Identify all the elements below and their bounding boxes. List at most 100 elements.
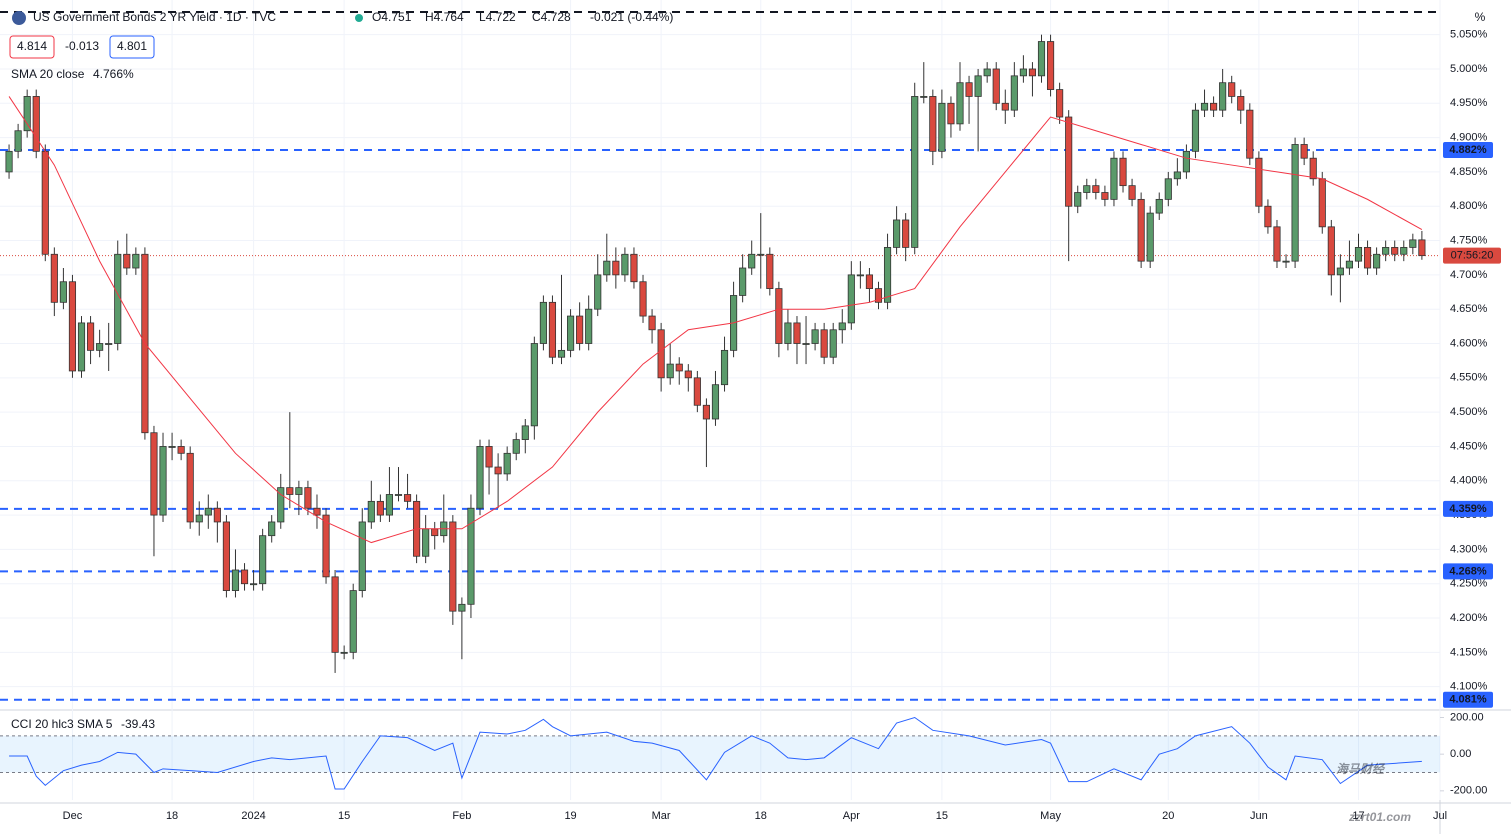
candle-body bbox=[349, 590, 357, 653]
candle-body bbox=[1418, 239, 1426, 257]
candle-body bbox=[1074, 192, 1082, 207]
candle-body bbox=[530, 343, 538, 427]
plot-area: 4.882% 4.359% 4.268% 4.081% 07:56:20 200.00 0.… bbox=[0, 11, 1501, 797]
candle-body bbox=[847, 274, 855, 324]
candle-body bbox=[720, 349, 729, 386]
candle-body bbox=[1146, 212, 1154, 262]
y-tick-label: 4.600% bbox=[1450, 337, 1488, 349]
x-tick-label: Jun bbox=[1250, 810, 1268, 822]
candle-body bbox=[1237, 96, 1245, 111]
x-tick-label: 19 bbox=[564, 810, 576, 822]
candle-body bbox=[838, 322, 846, 331]
candle-body bbox=[268, 521, 276, 537]
candle-body bbox=[494, 466, 502, 475]
candle-body bbox=[1264, 205, 1272, 228]
candle-body bbox=[1028, 68, 1037, 77]
y-tick-label: 4.300% bbox=[1450, 543, 1488, 555]
candle-body bbox=[1101, 192, 1109, 200]
candle-body bbox=[693, 377, 701, 406]
candle-body bbox=[340, 651, 348, 654]
y-tick-label: 5.000% bbox=[1450, 63, 1488, 75]
candle-body bbox=[277, 487, 285, 523]
candle-body bbox=[1373, 253, 1381, 269]
watermark-brand: 海马财经 bbox=[1336, 762, 1386, 776]
candle-body bbox=[358, 521, 366, 591]
candle-body bbox=[1327, 226, 1335, 276]
candle-body bbox=[1219, 82, 1227, 111]
percent-toggle[interactable]: % bbox=[1475, 10, 1486, 24]
sma-line bbox=[8, 96, 1423, 544]
candle-body bbox=[883, 247, 892, 303]
candle-body bbox=[757, 253, 765, 256]
cci-tick-label: 0.00 bbox=[1450, 748, 1471, 760]
x-tick-label: 2024 bbox=[241, 810, 265, 822]
candle-body bbox=[204, 507, 212, 516]
candle-body bbox=[1354, 247, 1363, 262]
candle-body bbox=[521, 425, 529, 440]
candle-body bbox=[177, 446, 185, 454]
candle-body bbox=[965, 82, 973, 97]
candle-body bbox=[259, 535, 267, 585]
candle-body bbox=[1200, 102, 1209, 111]
level-label-box bbox=[1443, 141, 1493, 158]
candle-body bbox=[403, 494, 412, 502]
candle-body bbox=[150, 432, 158, 516]
candle-body bbox=[820, 329, 828, 358]
market-status bbox=[355, 14, 363, 22]
level-label: 4.081% bbox=[1449, 694, 1487, 706]
candle-body bbox=[992, 68, 1000, 104]
y-tick-label: 4.950% bbox=[1450, 97, 1488, 109]
candle-body bbox=[168, 446, 176, 448]
candle-body bbox=[576, 315, 584, 344]
candle-body bbox=[648, 315, 656, 331]
candle-body bbox=[1065, 116, 1073, 207]
candle-body bbox=[911, 96, 919, 248]
candle-body bbox=[947, 102, 955, 125]
candle-body bbox=[1173, 171, 1181, 180]
candle-body bbox=[1110, 157, 1118, 200]
bid-box[interactable] bbox=[9, 35, 55, 59]
y-tick-label: 4.150% bbox=[1450, 646, 1488, 658]
y-tick-label: 4.650% bbox=[1450, 303, 1488, 315]
candle-body bbox=[920, 96, 928, 98]
sma-value: 4.766% bbox=[93, 67, 134, 81]
candle-body bbox=[793, 322, 801, 344]
x-tick-label: 15 bbox=[338, 810, 350, 822]
candle-body bbox=[1019, 68, 1027, 77]
cci-line bbox=[9, 716, 1422, 790]
candle-body bbox=[485, 446, 493, 468]
x-tick-label: May bbox=[1040, 810, 1061, 822]
candle-body bbox=[874, 288, 883, 303]
candle-body bbox=[77, 322, 86, 372]
candle-body bbox=[1001, 102, 1009, 111]
candle-body bbox=[213, 507, 221, 523]
candle-body bbox=[32, 96, 40, 152]
candle-body bbox=[811, 329, 819, 344]
candle-body bbox=[865, 274, 874, 289]
y-tick-label: 4.500% bbox=[1450, 406, 1488, 418]
candle-body bbox=[856, 274, 864, 277]
candle-body bbox=[331, 576, 339, 653]
y-tick-label: 4.100% bbox=[1450, 681, 1488, 693]
x-tick-label: Mar bbox=[652, 810, 671, 822]
ask-box[interactable] bbox=[109, 35, 155, 59]
candle-body bbox=[96, 343, 104, 351]
candle-body bbox=[159, 446, 167, 516]
candle-body bbox=[829, 329, 837, 358]
candle-body bbox=[539, 301, 547, 344]
x-tick-label: 18 bbox=[166, 810, 178, 822]
candle-body bbox=[1092, 185, 1100, 193]
candle-body bbox=[1345, 260, 1354, 269]
candle-body bbox=[322, 514, 330, 578]
candle-body bbox=[657, 329, 665, 379]
ohlc-change: -0.021 (-0.44%) bbox=[590, 10, 673, 24]
candle-body bbox=[666, 363, 674, 379]
candle-body bbox=[621, 253, 629, 276]
candle-body bbox=[983, 68, 991, 77]
candle-body bbox=[639, 281, 647, 317]
candle-body bbox=[5, 150, 13, 173]
candle-body bbox=[1210, 102, 1218, 111]
